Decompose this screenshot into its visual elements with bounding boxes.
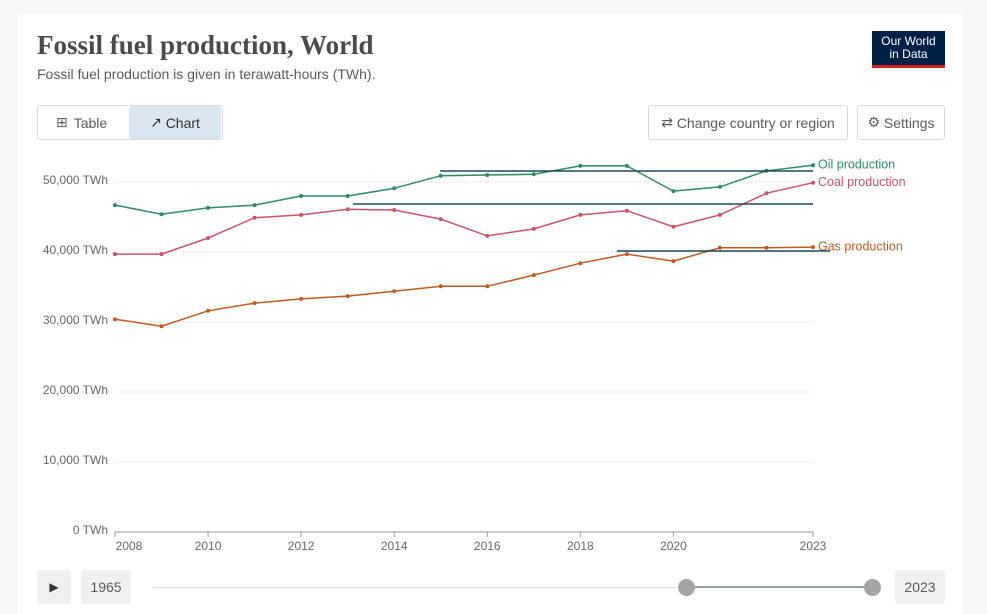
data-point <box>438 284 443 289</box>
data-point <box>671 259 676 264</box>
data-point <box>113 317 117 322</box>
data-point <box>485 233 490 238</box>
data-point <box>717 245 722 250</box>
data-point <box>485 173 490 177</box>
y-tick-label: 40,000 TWh <box>43 243 108 257</box>
data-point <box>392 208 397 212</box>
x-tick-label: 2020 <box>660 539 687 553</box>
data-point <box>345 207 350 212</box>
x-tick-label: 2008 <box>116 539 143 553</box>
series-line <box>114 246 814 327</box>
settings-label: Settings <box>883 114 935 131</box>
x-tick-label: 2010 <box>195 539 222 553</box>
y-tick-label: 0 TWh <box>73 523 108 537</box>
data-point <box>113 252 117 257</box>
end-year[interactable]: 2023 <box>895 570 945 604</box>
data-point <box>531 172 536 177</box>
data-point <box>624 208 629 213</box>
data-point <box>113 203 117 208</box>
data-point <box>345 294 350 299</box>
data-point <box>671 224 676 229</box>
data-point <box>764 245 769 250</box>
data-point <box>531 273 536 278</box>
data-point <box>206 236 211 240</box>
data-point <box>299 194 304 198</box>
y-tick-label: 50,000 TWh <box>43 173 108 187</box>
data-point <box>717 212 722 217</box>
y-tick-label: 10,000 TWh <box>43 453 108 467</box>
logo-line: in Data <box>889 47 928 61</box>
data-point <box>299 296 304 301</box>
data-point <box>438 173 443 178</box>
data-point <box>578 163 583 168</box>
data-point <box>159 212 164 217</box>
play-button[interactable]: ▶ <box>37 570 71 604</box>
subtitle: Fossil fuel production is given in teraw… <box>37 66 376 82</box>
series-label: Gas production <box>818 239 903 253</box>
slider-handle[interactable] <box>864 579 881 596</box>
logo-line: Our World <box>881 34 936 48</box>
slider-range <box>686 586 872 588</box>
data-point <box>578 261 583 266</box>
data-point <box>764 191 769 196</box>
title: Fossil fuel production, World <box>37 30 374 60</box>
data-point <box>811 245 815 250</box>
data-point <box>485 284 490 289</box>
y-tick-label: 30,000 TWh <box>43 313 108 327</box>
x-tick-label: 2018 <box>567 539 594 553</box>
settings-button[interactable]: ⚙ Settings <box>857 105 945 140</box>
data-point <box>252 301 257 306</box>
chart-icon: ↗ <box>150 114 166 130</box>
data-point <box>624 163 629 168</box>
series-line <box>115 181 814 255</box>
swap-icon: ⇄ <box>661 114 677 130</box>
data-point <box>159 324 164 329</box>
x-tick-label: 2014 <box>381 539 408 553</box>
data-point <box>206 205 211 210</box>
data-point <box>671 189 676 194</box>
data-point <box>438 217 443 222</box>
data-point <box>206 308 211 313</box>
data-point <box>811 163 815 168</box>
table-icon: ⊞ <box>56 114 68 130</box>
start-year[interactable]: 1965 <box>81 570 131 604</box>
x-tick-label: 2012 <box>288 539 315 553</box>
chart-tab-label: Chart <box>165 114 200 131</box>
slider-handle[interactable] <box>678 579 695 596</box>
data-point <box>252 215 257 220</box>
series-label: Oil production <box>818 157 895 171</box>
chart-tab[interactable]: ↗ Chart <box>129 106 221 139</box>
data-point <box>811 180 815 185</box>
x-tick-label: 2016 <box>474 539 501 553</box>
data-point <box>299 212 304 217</box>
data-point <box>392 186 397 191</box>
x-tick-label: 2023 <box>800 539 827 553</box>
data-point <box>717 184 722 189</box>
plot: 0 TWh 10,000 TWh 20,000 TWh 30,000 TWh 40,00… <box>43 157 906 553</box>
data-point <box>624 252 629 257</box>
data-point <box>531 226 536 231</box>
gear-icon: ⚙ <box>867 114 884 130</box>
data-point <box>345 194 350 198</box>
series-line <box>114 164 814 215</box>
series-label: Coal production <box>818 175 906 189</box>
data-point <box>578 212 583 217</box>
table-tab[interactable]: Table <box>73 114 108 131</box>
data-point <box>392 289 397 294</box>
logo[interactable]: Our World in Data <box>872 31 945 68</box>
slider-track <box>153 587 686 588</box>
change-label: Change country or region <box>676 114 835 131</box>
y-tick-label: 20,000 TWh <box>43 383 108 397</box>
data-point <box>159 252 164 257</box>
change-button[interactable]: ⇄ Change country or region <box>648 105 848 140</box>
data-point <box>252 203 257 208</box>
